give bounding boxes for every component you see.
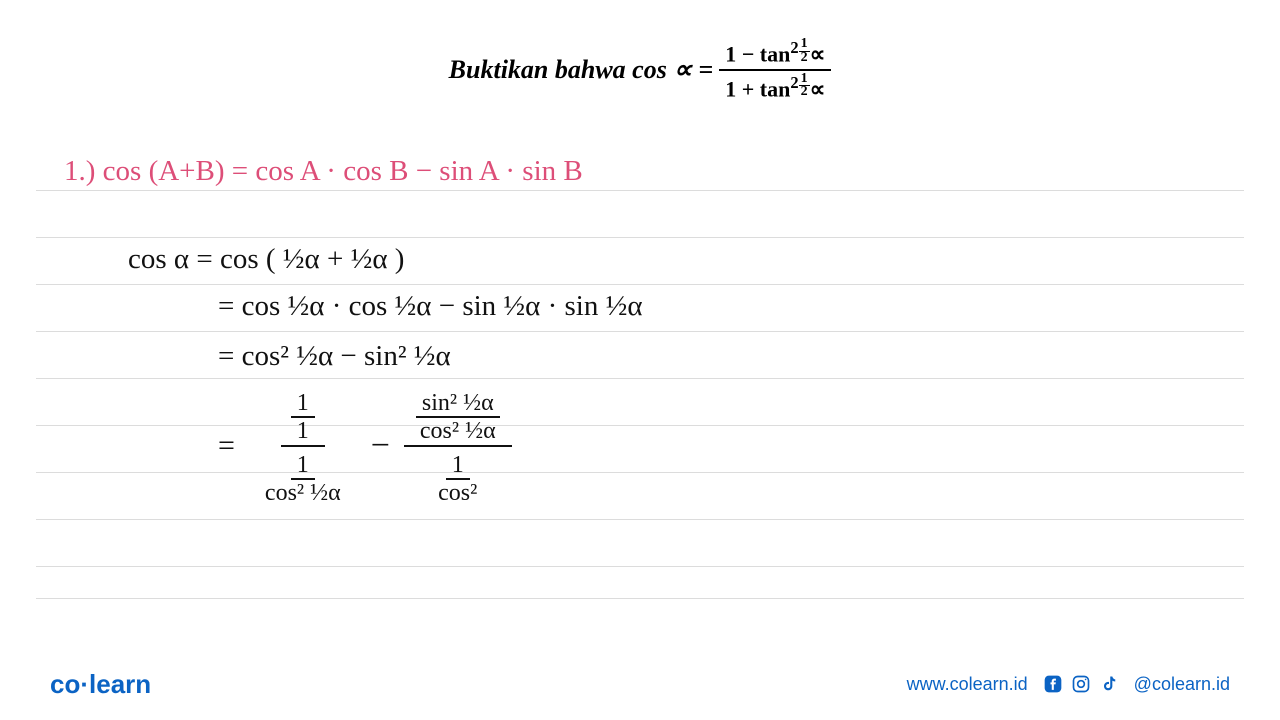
step4-fraction-2: sin² ½α cos² ½α 1 cos² xyxy=(404,385,512,507)
identity-formula: 1.) cos (A+B) = cos A · cos B − sin A · … xyxy=(64,155,583,188)
step-1: cos α = cos ( ½α + ½α ) xyxy=(128,243,404,276)
footer-right: www.colearn.id @colearn.id xyxy=(907,673,1230,695)
page-root: Buktikan bahwa cos ∝ = 1 − tan212∝ 1 + t… xyxy=(0,0,1280,720)
rule-line xyxy=(36,190,1244,191)
frac1-top: 1 1 xyxy=(281,385,325,447)
frac1-top-inner: 1 1 xyxy=(291,391,315,443)
social-icons xyxy=(1042,673,1120,695)
footer: co·learn www.colearn.id @colearn.id xyxy=(0,648,1280,720)
step4-minus: − xyxy=(371,427,390,465)
logo-learn: learn xyxy=(89,669,151,699)
frac2-top: sin² ½α cos² ½α xyxy=(404,385,512,447)
num-suffix: ∝ xyxy=(810,41,826,66)
title-lead: Buktikan bahwa cos ∝ = xyxy=(449,55,714,85)
rule-line xyxy=(36,566,1244,567)
step-2: = cos ½α · cos ½α − sin ½α · sin ½α xyxy=(218,290,643,323)
rule-line xyxy=(36,598,1244,599)
rule-line xyxy=(36,331,1244,332)
logo-dot: · xyxy=(80,669,89,699)
num-prefix: 1 − tan xyxy=(725,41,790,66)
rule-line xyxy=(36,519,1244,520)
frac2-top-inner: sin² ½α cos² ½α xyxy=(414,391,502,443)
num-exp: 2 xyxy=(790,38,798,57)
step4-equals: = xyxy=(218,429,235,463)
step1-lhs: cos α = xyxy=(128,243,213,275)
step3-text: = cos² ½α − sin² ½α xyxy=(218,340,451,372)
half-fraction-num: 12 xyxy=(799,38,810,64)
fraction-numerator: 1 − tan212∝ xyxy=(719,38,831,71)
den-exp: 2 xyxy=(790,73,798,92)
rule-line xyxy=(36,237,1244,238)
formula-text: cos (A+B) = cos A · cos B − sin A · sin … xyxy=(103,155,583,187)
frac1-bot: 1 cos² ½α xyxy=(249,447,357,507)
footer-handle[interactable]: @colearn.id xyxy=(1134,674,1230,695)
facebook-icon[interactable] xyxy=(1042,673,1064,695)
den-suffix: ∝ xyxy=(810,76,826,101)
rule-line xyxy=(36,284,1244,285)
instagram-icon[interactable] xyxy=(1070,673,1092,695)
problem-statement: Buktikan bahwa cos ∝ = 1 − tan212∝ 1 + t… xyxy=(0,0,1280,125)
frac1-bot-inner: 1 cos² ½α xyxy=(259,453,347,505)
brand-logo: co·learn xyxy=(50,669,151,700)
step2-text: = cos ½α · cos ½α − sin ½α · sin ½α xyxy=(218,290,643,322)
rule-line xyxy=(36,378,1244,379)
frac2-bot-inner: 1 cos² xyxy=(432,453,483,505)
fraction-denominator: 1 + tan212∝ xyxy=(719,71,831,102)
frac2-bot: 1 cos² xyxy=(422,447,493,507)
step-3: = cos² ½α − sin² ½α xyxy=(218,340,451,373)
formula-label: 1.) xyxy=(64,155,95,187)
step4-fraction-1: 1 1 1 cos² ½α xyxy=(249,385,357,507)
logo-co: co xyxy=(50,669,80,699)
footer-url[interactable]: www.colearn.id xyxy=(907,674,1028,695)
step-4: = 1 1 1 cos² ½α − sin² ½α cos² ½α xyxy=(218,385,512,507)
half-fraction-den: 12 xyxy=(799,73,810,99)
den-prefix: 1 + tan xyxy=(725,76,790,101)
tiktok-icon[interactable] xyxy=(1098,673,1120,695)
title-fraction: 1 − tan212∝ 1 + tan212∝ xyxy=(719,38,831,101)
step1-rhs: cos ( ½α + ½α ) xyxy=(220,243,404,275)
